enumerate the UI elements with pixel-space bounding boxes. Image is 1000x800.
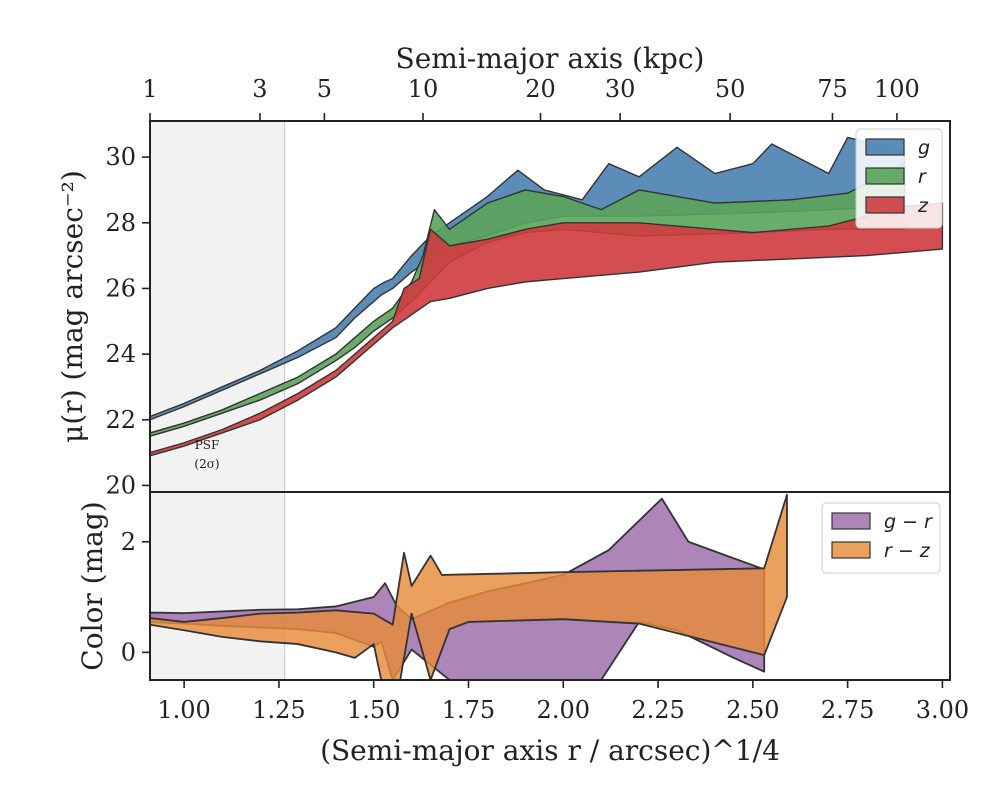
top-y-tick-label: 24 [105, 340, 136, 368]
arcsec-axis-title: (Semi-major axis r / arcsec)^1/4 [320, 734, 780, 767]
arcsec-tick-label: 1.75 [442, 696, 495, 724]
psf-label-sigma: (2σ) [194, 457, 219, 471]
arcsec-tick-label: 2.25 [631, 696, 684, 724]
kpc-tick-label: 20 [525, 75, 556, 103]
legend-label: g − r [884, 511, 933, 533]
kpc-tick-label: 3 [252, 75, 267, 103]
legend-swatch [865, 196, 905, 214]
legend-label: r − z [884, 540, 931, 562]
top-y-tick-label: 30 [105, 143, 136, 171]
legend-swatch [865, 167, 905, 185]
surface-brightness-legend: grz [855, 128, 943, 229]
top-y-tick-label: 28 [105, 209, 136, 237]
bottom-panel-frame [149, 491, 951, 681]
arcsec-tick-label: 1.50 [347, 696, 400, 724]
kpc-tick-label: 1 [142, 75, 157, 103]
arcsec-tick-label: 2.75 [821, 696, 874, 724]
kpc-tick-label: 5 [317, 75, 332, 103]
arcsec-tick-label: 1.00 [157, 696, 210, 724]
top-y-axis: 20 22 24 26 28 30 [105, 143, 150, 499]
kpc-tick-label: 75 [817, 75, 848, 103]
arcsec-tick-label: 1.25 [252, 696, 305, 724]
kpc-tick-label: 50 [715, 75, 746, 103]
legend-swatch [831, 541, 871, 559]
color-legend: g − r r − z [821, 502, 941, 574]
arcsec-x-axis: 1.00 1.25 1.50 1.75 2.00 2.25 2.50 2.75 3.00 [157, 680, 969, 724]
legend-label: r [918, 166, 927, 188]
legend-swatch [831, 512, 871, 530]
legend-label: g [918, 137, 930, 159]
arcsec-tick-label: 2.50 [726, 696, 779, 724]
color-axis-title: Color (mag) [76, 501, 109, 670]
psf-region-color [150, 492, 286, 680]
kpc-tick-label: 10 [408, 75, 439, 103]
arcsec-tick-label: 3.00 [916, 696, 969, 724]
psf-shade [150, 492, 285, 680]
kpc-axis-title: Semi-major axis (kpc) [396, 42, 705, 75]
legend-label: z [917, 195, 929, 217]
color-y-tick-label: 0 [121, 638, 136, 666]
surface-brightness-axis-title: μ(r) (mag arcsec⁻²) [56, 170, 89, 443]
legend-swatch [865, 138, 905, 156]
psf-region [150, 121, 286, 492]
psf-shade [150, 121, 285, 492]
top-y-tick-label: 20 [105, 471, 136, 499]
arcsec-tick-label: 2.00 [537, 696, 590, 724]
psf-label: PSF [195, 438, 220, 452]
top-y-tick-label: 26 [105, 274, 136, 302]
kpc-tick-label: 30 [605, 75, 636, 103]
top-y-tick-label: 22 [105, 406, 136, 434]
color-y-tick-label: 2 [121, 528, 136, 556]
color-panel: 02 1.00 1.25 1.50 1.75 2.00 2.25 2.50 2.75 3.00 … [76, 491, 969, 767]
kpc-axis: 1 3 5 10 20 30 50 75 100 [142, 75, 920, 121]
color-bands [150, 493, 788, 680]
color-y-axis: 02 [121, 528, 150, 666]
color-band-1 [150, 493, 788, 680]
kpc-tick-label: 100 [874, 75, 920, 103]
